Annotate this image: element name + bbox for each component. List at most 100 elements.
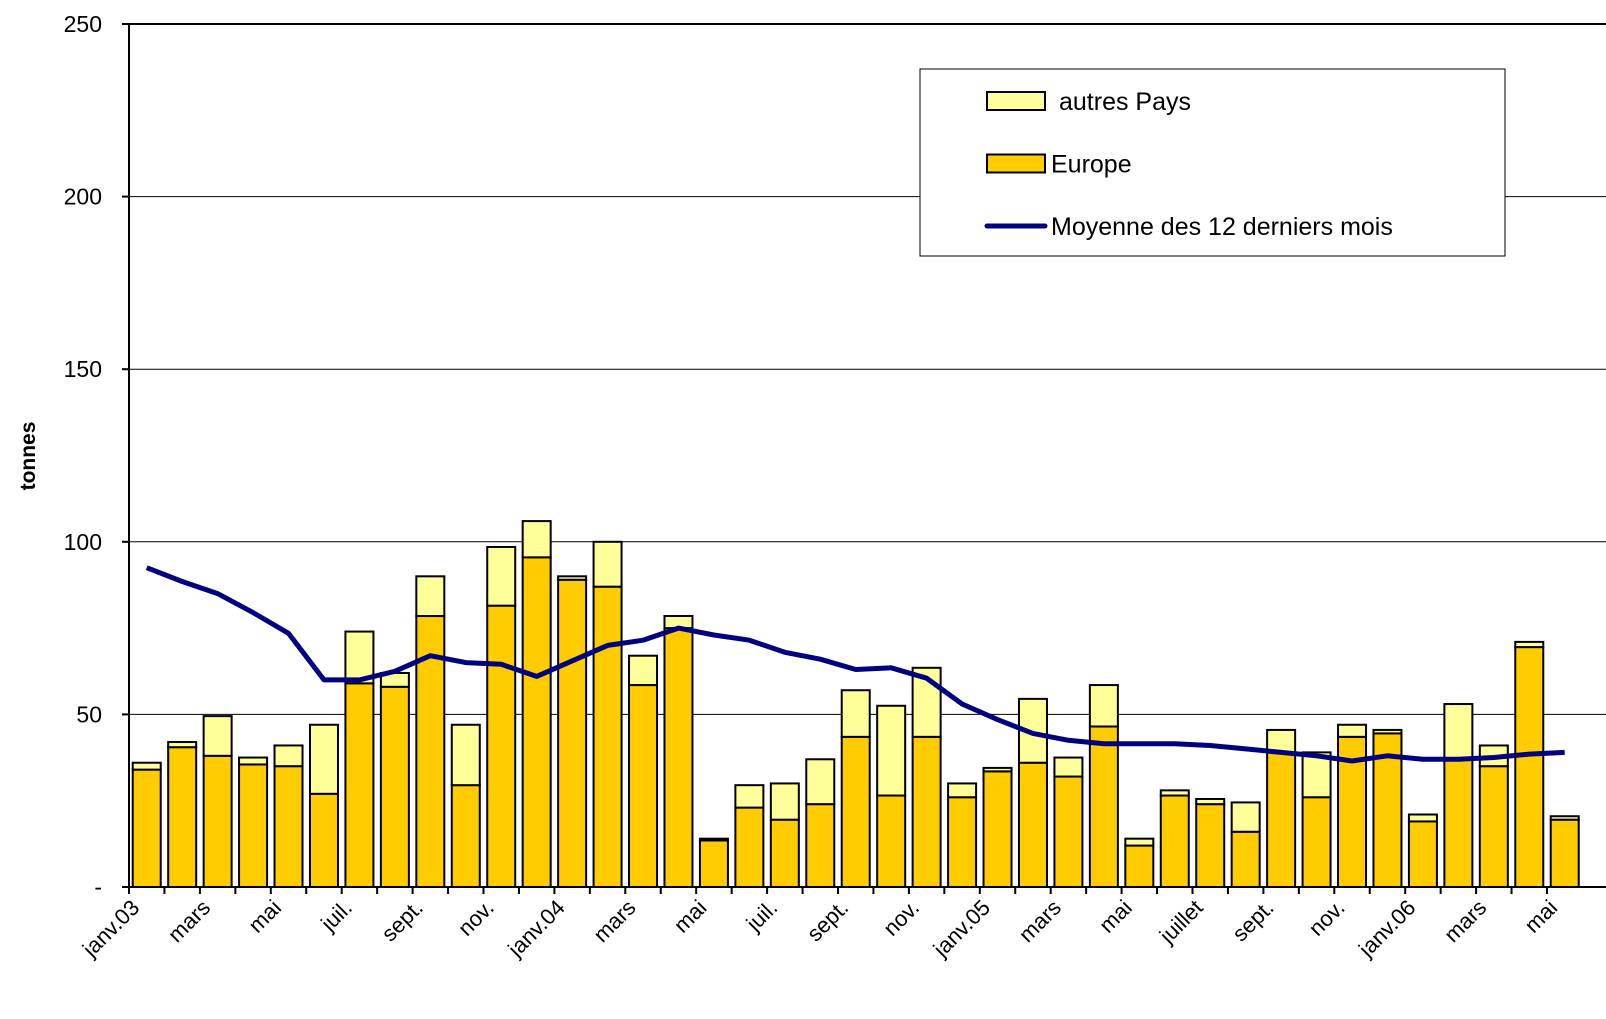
- x-tick-label: mars: [1439, 895, 1491, 947]
- bar-segment: [1053, 775, 1084, 889]
- x-tick-label: janv.04: [502, 895, 569, 962]
- bar-segment: [415, 575, 446, 618]
- y-tick-label: 250: [64, 11, 102, 37]
- bar-segment: [1053, 756, 1084, 778]
- x-tick-label: sept.: [376, 895, 427, 946]
- y-tick-label: 200: [64, 184, 102, 210]
- bar-segment: [1549, 815, 1580, 821]
- x-tick-label: mars: [588, 895, 640, 947]
- bar-segment: [1124, 837, 1155, 847]
- legend-label: Europe: [1051, 151, 1132, 179]
- bar-segment: [769, 818, 800, 888]
- bar-segment: [1372, 728, 1403, 735]
- bar-segment: [1124, 844, 1155, 888]
- x-tick-label: mai: [1094, 895, 1137, 938]
- bar-segment: [1266, 751, 1297, 889]
- bar-segment: [1088, 725, 1119, 888]
- bar-segment: [805, 803, 836, 888]
- bar-segment: [238, 756, 269, 766]
- x-tick-label: mai: [669, 895, 712, 938]
- x-tick-label: juillet: [1154, 895, 1208, 949]
- bar-segment: [131, 761, 162, 771]
- x-tick-label: nov.: [453, 895, 499, 941]
- bar-segment: [982, 770, 1013, 888]
- bar-segment: [202, 715, 233, 757]
- bar-segment: [947, 782, 978, 799]
- x-tick-label: nov.: [878, 895, 924, 941]
- x-tick-label: sept.: [802, 895, 853, 946]
- bar-segment: [840, 689, 871, 738]
- y-tick-label: 50: [76, 701, 102, 727]
- x-tick-label: mai: [243, 895, 286, 938]
- bar-segment: [1301, 796, 1332, 888]
- legend-label: Moyenne des 12 derniers mois: [1051, 213, 1393, 241]
- bar-segment: [450, 723, 481, 787]
- bar-segment: [1407, 820, 1438, 888]
- bar-segment: [1514, 646, 1545, 888]
- bar-segment: [521, 556, 552, 888]
- bar-segment: [628, 684, 659, 888]
- bar-segment: [592, 540, 623, 588]
- x-tick-label: mars: [1014, 895, 1066, 947]
- y-tick-label: -: [94, 874, 102, 900]
- x-tick-label: mai: [1520, 895, 1563, 938]
- x-tick-label: janv.05: [928, 895, 995, 962]
- bar-segment: [379, 685, 410, 888]
- bar-segment: [486, 545, 517, 607]
- bar-segment: [131, 768, 162, 889]
- bar-segment: [1159, 789, 1190, 797]
- bar-segment: [167, 741, 198, 749]
- x-tick-label: sept.: [1227, 895, 1278, 946]
- bar-segment: [202, 754, 233, 888]
- bar-segment: [1017, 761, 1048, 889]
- y-tick-label: 100: [64, 529, 102, 555]
- x-tick-label: mars: [163, 895, 215, 947]
- bar-segment: [698, 839, 729, 889]
- x-tick-label: juil.: [315, 895, 357, 937]
- bar-segment: [450, 784, 481, 889]
- bar-segment: [1407, 813, 1438, 823]
- bar-segment: [1088, 684, 1119, 728]
- bar-segment: [805, 758, 836, 806]
- bar-segment: [1549, 818, 1580, 888]
- y-axis-label: tonnes: [17, 422, 40, 491]
- bar-segment: [876, 794, 907, 888]
- bar-segment: [698, 837, 729, 842]
- bar-segment: [557, 578, 588, 888]
- bar-segment: [663, 627, 694, 888]
- x-tick-label: janv.06: [1353, 895, 1420, 962]
- average-line: [145, 565, 1565, 764]
- bar-segment: [911, 735, 942, 889]
- bar-segment: [1337, 723, 1368, 738]
- bar-segment: [769, 782, 800, 821]
- bar-segment: [486, 604, 517, 888]
- bar-segment: [1478, 765, 1509, 888]
- legend-label: autres Pays: [1059, 88, 1191, 116]
- x-tick-label: janv.03: [77, 895, 144, 962]
- legend-swatch: [986, 153, 1046, 174]
- bar-segment: [840, 735, 871, 889]
- bar-segment: [982, 766, 1013, 773]
- bar-segment: [876, 704, 907, 797]
- bar-segment: [273, 765, 304, 888]
- bar-segment: [1195, 797, 1226, 806]
- bar-segment: [1514, 640, 1545, 649]
- bar-segment: [734, 784, 765, 809]
- bar-segment: [734, 806, 765, 888]
- bar-segment: [1443, 703, 1474, 761]
- bar-segment: [557, 575, 588, 581]
- x-tick-label: nov.: [1304, 895, 1350, 941]
- bar-segment: [1230, 830, 1261, 889]
- bar-segment: [947, 796, 978, 888]
- x-tick-label: juil.: [741, 895, 783, 937]
- bar-segment: [238, 763, 269, 888]
- y-tick-label: 150: [64, 356, 102, 382]
- bar-segment: [1159, 794, 1190, 888]
- bar-segment: [1195, 803, 1226, 888]
- bar-segment: [1443, 758, 1474, 888]
- bar-segment: [344, 682, 375, 888]
- legend-swatch: [986, 91, 1046, 111]
- bar-segment: [167, 746, 198, 888]
- bar-segment: [1230, 801, 1261, 833]
